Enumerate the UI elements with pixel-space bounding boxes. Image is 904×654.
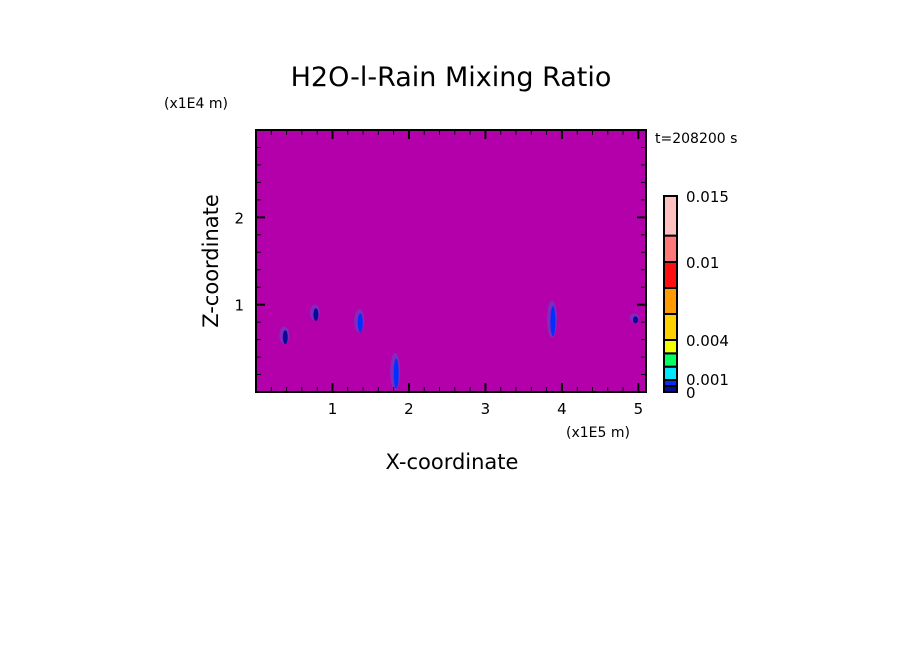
colorbar-box <box>663 313 678 341</box>
colorbar-label: 0.004 <box>686 332 729 350</box>
x-tick-label: 1 <box>328 400 338 418</box>
contour-core-5 <box>633 316 639 324</box>
time-label: t=208200 s <box>655 131 737 147</box>
x-tick-label: 4 <box>557 400 567 418</box>
colorbar-label: 0.01 <box>686 254 719 272</box>
colorbar-box <box>663 352 678 368</box>
colorbar-label: 0.015 <box>686 188 729 206</box>
y-tick-label: 1 <box>234 297 244 315</box>
colorbar-box <box>663 234 678 264</box>
x-tick-label: 2 <box>404 400 414 418</box>
contour-features <box>279 300 640 391</box>
x-tick-label: 3 <box>481 400 491 418</box>
y-tick-label: 2 <box>234 209 244 227</box>
colorbar-label: 0 <box>686 384 696 402</box>
y-unit-label: (x1E4 m) <box>164 96 228 112</box>
contour-core-0 <box>282 330 288 345</box>
colorbar-box <box>663 339 678 355</box>
plot-frame <box>255 129 647 393</box>
colorbar-box <box>663 261 678 289</box>
x-axis-label: X-coordinate <box>386 450 519 474</box>
contour-core-3 <box>393 358 399 389</box>
colorbar-box <box>663 287 678 315</box>
colorbar: 00.001 0.004 0.01 0.015 <box>663 188 729 402</box>
colorbar-box <box>663 365 678 381</box>
contour-core-1 <box>313 308 319 321</box>
plot-background <box>256 130 646 392</box>
x-unit-label: (x1E5 m) <box>566 425 630 441</box>
chart-title: H2O-l-Rain Mixing Ratio <box>291 62 612 93</box>
colorbar-label: 0.001 <box>686 371 729 389</box>
x-tick-label: 5 <box>634 400 644 418</box>
contour-core-2 <box>357 313 363 333</box>
colorbar-box <box>663 195 678 237</box>
contour-core-4 <box>550 306 556 337</box>
y-axis-label: Z-coordinate <box>199 194 223 328</box>
